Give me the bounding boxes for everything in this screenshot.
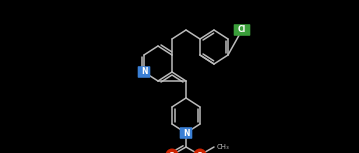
Text: O: O xyxy=(169,152,175,153)
FancyBboxPatch shape xyxy=(138,66,150,78)
Text: CH₃: CH₃ xyxy=(217,144,230,150)
FancyBboxPatch shape xyxy=(234,24,250,36)
Text: N: N xyxy=(183,129,189,138)
Circle shape xyxy=(165,149,178,153)
Text: Cl: Cl xyxy=(238,26,246,34)
Circle shape xyxy=(194,149,206,153)
Text: N: N xyxy=(141,67,147,76)
Text: O: O xyxy=(197,152,203,153)
FancyBboxPatch shape xyxy=(180,127,192,139)
